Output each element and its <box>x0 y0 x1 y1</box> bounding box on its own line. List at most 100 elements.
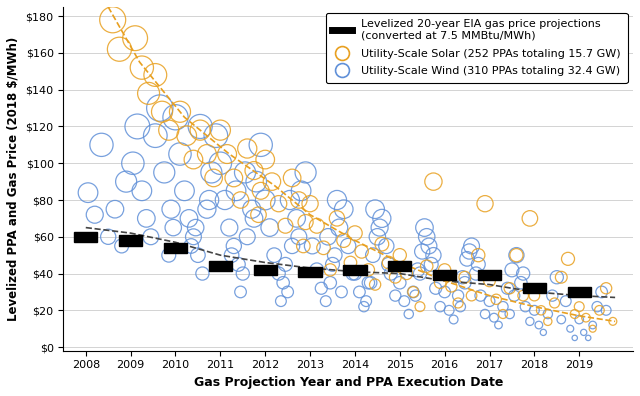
Point <box>480 200 490 207</box>
Point <box>202 206 212 212</box>
Point <box>137 188 147 194</box>
Point <box>473 261 483 268</box>
Point <box>408 289 419 295</box>
Point <box>374 225 385 231</box>
Point <box>237 270 248 277</box>
Point <box>233 261 243 268</box>
Point <box>325 280 335 286</box>
Point <box>150 133 161 139</box>
Point <box>330 252 340 258</box>
Point <box>595 307 605 314</box>
Point <box>498 303 508 310</box>
Point <box>529 293 540 299</box>
Point <box>242 234 252 240</box>
Point <box>280 223 291 229</box>
Point <box>209 175 219 181</box>
Point <box>364 267 374 273</box>
Point <box>242 145 252 152</box>
Point <box>294 197 304 203</box>
Point <box>372 234 383 240</box>
Point <box>164 127 174 133</box>
Point <box>269 252 279 258</box>
Point <box>549 300 559 306</box>
Point <box>460 274 470 280</box>
Point <box>186 243 196 249</box>
Point <box>228 243 239 249</box>
Point <box>552 274 562 280</box>
Point <box>534 322 544 328</box>
Point <box>453 293 463 299</box>
Point <box>435 303 445 310</box>
Point <box>364 280 374 286</box>
Point <box>480 311 490 317</box>
Point <box>574 316 584 323</box>
Point <box>377 215 387 221</box>
Point <box>440 289 450 295</box>
Point <box>179 188 189 194</box>
Point <box>296 188 306 194</box>
Point <box>159 169 170 175</box>
Point <box>446 283 456 289</box>
Point <box>370 282 380 288</box>
Point <box>291 215 301 221</box>
Point <box>417 248 428 255</box>
Point <box>355 289 365 295</box>
Point <box>228 175 239 181</box>
Point <box>588 322 598 328</box>
Point <box>253 211 264 218</box>
Point <box>332 197 342 203</box>
Point <box>424 243 434 249</box>
Point <box>518 293 528 299</box>
Point <box>215 160 225 166</box>
Point <box>395 252 405 258</box>
Point <box>476 293 486 299</box>
Point <box>368 252 378 258</box>
Point <box>321 298 331 304</box>
Point <box>484 298 495 304</box>
Point <box>255 142 266 148</box>
Bar <box>298 267 322 277</box>
Point <box>422 234 432 240</box>
Point <box>592 303 602 310</box>
Point <box>298 243 308 249</box>
Point <box>337 289 347 295</box>
Point <box>273 200 284 207</box>
Point <box>365 280 376 286</box>
Point <box>491 296 501 303</box>
Point <box>574 303 584 310</box>
Point <box>462 256 472 262</box>
Bar <box>388 261 412 271</box>
Point <box>504 311 515 317</box>
Point <box>164 252 174 258</box>
Point <box>399 298 410 304</box>
Point <box>307 243 317 249</box>
Point <box>184 215 194 221</box>
Point <box>287 175 297 181</box>
Point <box>204 197 214 203</box>
Point <box>458 274 468 280</box>
Point <box>440 267 450 273</box>
Point <box>543 311 553 317</box>
Point <box>143 90 154 97</box>
Point <box>536 307 546 314</box>
Point <box>455 303 465 310</box>
Bar <box>119 235 142 246</box>
Point <box>273 270 284 277</box>
Point <box>240 169 250 175</box>
Point <box>305 200 315 207</box>
Point <box>251 179 261 185</box>
Point <box>278 280 288 286</box>
Point <box>511 252 522 258</box>
Point <box>137 65 147 71</box>
Point <box>608 318 618 325</box>
Point <box>191 225 201 231</box>
Bar <box>478 270 501 280</box>
Point <box>103 234 113 240</box>
Point <box>128 160 138 166</box>
Point <box>236 289 246 295</box>
Point <box>377 241 387 248</box>
Point <box>516 280 526 286</box>
Point <box>453 300 463 306</box>
Point <box>249 215 259 221</box>
Point <box>464 248 474 255</box>
